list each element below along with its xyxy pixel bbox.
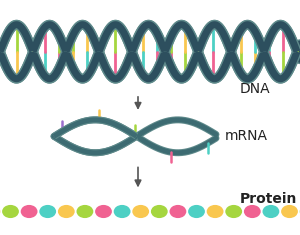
Circle shape [76, 205, 93, 218]
Text: DNA: DNA [240, 82, 271, 96]
Text: mRNA: mRNA [225, 129, 268, 143]
Circle shape [225, 205, 242, 218]
Circle shape [262, 205, 279, 218]
Circle shape [207, 205, 224, 218]
Circle shape [21, 205, 38, 218]
Circle shape [132, 205, 149, 218]
Circle shape [2, 205, 19, 218]
Circle shape [58, 205, 75, 218]
Circle shape [188, 205, 205, 218]
Circle shape [169, 205, 186, 218]
Circle shape [114, 205, 130, 218]
Circle shape [151, 205, 168, 218]
Circle shape [39, 205, 56, 218]
Circle shape [244, 205, 261, 218]
Circle shape [281, 205, 298, 218]
Text: Protein: Protein [240, 192, 297, 206]
Circle shape [95, 205, 112, 218]
